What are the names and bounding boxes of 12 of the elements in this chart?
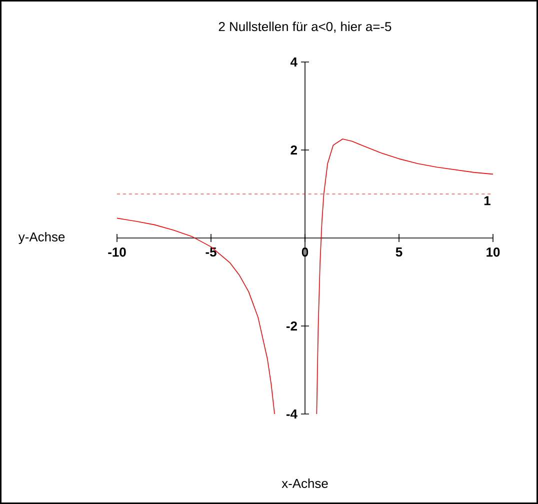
ref-line-label: 1: [484, 196, 490, 206]
x-tick-label: 10: [486, 248, 500, 257]
y-axis-title: y-Achse: [18, 232, 65, 244]
x-tick-label: -5: [206, 248, 216, 257]
y-tick-label: -2: [286, 321, 297, 331]
chart-title: 2 Nullstellen für a<0, hier a=-5: [218, 22, 392, 33]
x-tick-label: 5: [396, 248, 402, 257]
y-tick-label: 2: [290, 145, 297, 155]
x-tick-label: -10: [108, 248, 126, 257]
y-tick-label: 4: [290, 58, 298, 66]
x-axis-title: x-Achse: [282, 478, 328, 488]
y-tick-label: -4: [286, 410, 298, 418]
